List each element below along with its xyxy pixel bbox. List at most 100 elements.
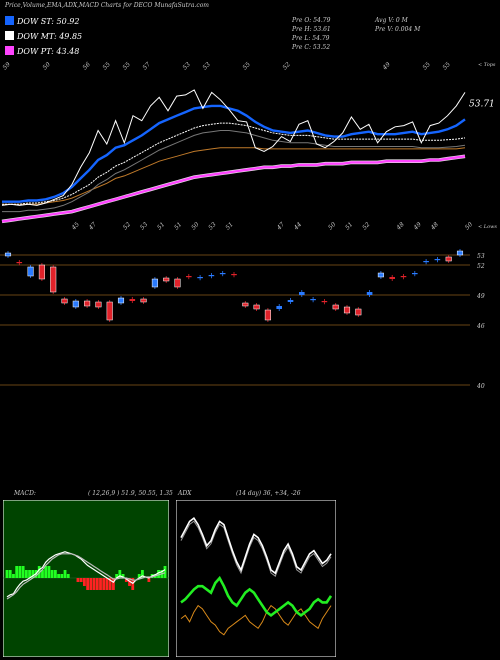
macd-histogram-bar [137,574,141,578]
top-tick-label: 55 [121,61,131,71]
macd-histogram-bar [24,570,28,578]
candle-body [72,300,79,308]
candle-body [332,304,339,310]
low-tick-label: 44 [292,221,303,230]
candle-body [106,301,113,321]
macd-histogram-bar [118,570,122,578]
top-tick-label: 53 [181,61,191,71]
price-tick-label: 40 [476,383,485,390]
top-tick-label: 57 [141,61,151,71]
macd-chart [3,500,169,657]
low-tick-label: 49 [412,221,423,230]
top-tick-label: 59 [1,61,11,71]
low-tick-label: 47 [275,221,286,230]
macd-histogram-bar [41,570,44,578]
macd-line-signal [6,553,166,600]
low-tick-label: 53 [139,221,149,230]
candle-body [231,274,237,276]
prev-high: Pre H: 53.61 [292,26,331,33]
top-tick-label: 55 [441,61,451,71]
macd-histogram-bar [128,578,131,586]
series-dow-st [2,104,466,203]
adx-params: (14 day) 36, +34, -26 [236,490,301,497]
legend-dow-st-label: DOW ST: 50.92 [17,17,80,26]
candle-body [174,278,181,288]
candle-body [445,256,452,262]
macd-histogram-bar [99,578,102,590]
macd-histogram-bar [15,566,19,578]
macd-params: ( 12,26,9 ) 51.9, 50.55, 1.35 [88,490,173,497]
avg-volume: Avg V: 0 M [375,17,408,24]
candle-body [343,306,351,314]
candle-body [276,306,282,309]
macd-histogram-bar [12,574,15,578]
legend-dow-pt: DOW PT: 43.48 [5,46,79,56]
low-tick-label: 48 [429,221,440,230]
macd-histogram-bar [105,578,109,590]
macd-histogram-bar [121,574,125,578]
adx-background [176,500,336,657]
macd-histogram-bar [28,570,31,578]
low-tick-label: 51 [173,221,183,230]
top-tick-label: 55 [241,61,251,71]
candle-body [355,308,362,316]
prev-open: Pre O: 54.79 [292,17,331,24]
macd-histogram-bar [163,566,167,578]
legend-dow-mt: DOW MT: 49.85 [5,31,82,41]
macd-histogram-bar [89,578,93,590]
last-value-label: 53.71 [469,99,495,109]
macd-histogram-bar [124,578,128,582]
top-tick-label: 53 [201,61,211,71]
series-dow-pt [1,155,466,223]
candle-body [299,292,305,295]
candle-body [264,309,271,321]
macd-histogram-bar [82,578,86,586]
macd-histogram-bar [50,570,54,578]
low-tick-label: 47 [87,221,98,230]
low-tick-label: 51 [156,221,166,230]
candle-body [423,261,429,263]
macd-histogram-bar [102,578,106,590]
macd-line-macd [6,551,166,598]
low-tick-label: 53 [207,221,217,230]
adx-plus-di-shadow [180,520,332,577]
candle-body [321,301,328,303]
macd-histogram-bar [131,578,135,590]
legend-dow-st: DOW ST: 50.92 [5,16,79,26]
macd-histogram-bar [53,570,57,578]
macd-histogram-bar [86,578,90,590]
low-tick-label: 52 [361,221,371,230]
tops-axis-title: < Tops [478,62,496,68]
candle-body [456,250,464,256]
macd-histogram-bar [31,570,35,578]
chart-title: Price,Volume,EMA,ADX,MACD Charts for DEC… [5,2,209,9]
top-tick-label: 50 [41,61,51,71]
price-tick-label: 52 [477,263,485,270]
macd-histogram-bar [57,574,60,578]
candle-body [38,264,45,280]
macd-label: MACD: [14,490,36,497]
legend-dow-st-swatch [5,16,14,25]
top-tick-label: 55 [101,61,111,71]
candle-body [366,292,373,295]
candle-body [4,252,12,257]
candle-body [253,304,260,310]
low-tick-label: 50 [327,221,337,230]
price-tick-label: 53 [477,253,485,260]
prev-low: Pre L: 54.79 [292,35,330,42]
adx-line-minusdi [180,604,332,636]
candle-body [310,299,316,301]
low-tick-label: 48 [395,221,406,230]
low-tick-label: 50 [464,221,474,230]
top-tick-label: 52 [281,61,291,71]
macd-histogram-bar [79,578,83,582]
macd-histogram-bar [157,570,160,578]
candle-body [50,266,57,293]
low-tick-label: 51 [344,221,354,230]
candle-body [140,298,147,303]
macd-histogram-bar [115,574,119,578]
adx-line-adx [180,575,333,618]
top-tick-label: 49 [381,61,392,72]
prev-volume: Pre V: 0.004 M [375,26,421,33]
candle-body [163,277,170,282]
